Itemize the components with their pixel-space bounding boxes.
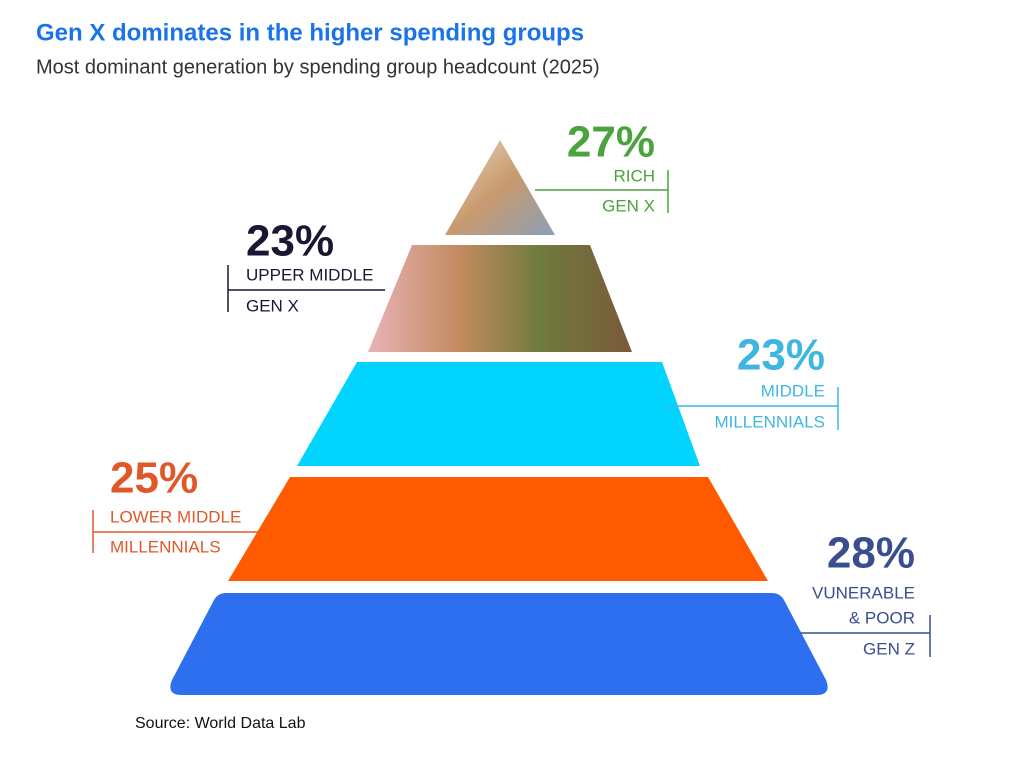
group: MIDDLE — [761, 381, 825, 400]
tier-lower-middle — [228, 477, 768, 581]
tier-middle — [297, 362, 700, 466]
percent: 27% — [567, 118, 655, 167]
generation: GEN Z — [863, 639, 915, 658]
group: VUNERABLE — [812, 583, 915, 602]
percent: 28% — [827, 529, 915, 578]
generation: MILLENNIALS — [110, 537, 221, 556]
generation: MILLENNIALS — [714, 412, 825, 431]
tier-rich — [445, 140, 555, 235]
percent: 23% — [246, 217, 334, 266]
tier-upper-middle — [368, 245, 632, 352]
group: LOWER MIDDLE — [110, 507, 241, 526]
percent: 23% — [737, 331, 825, 380]
group: RICH — [613, 166, 655, 185]
generation: GEN X — [246, 296, 299, 315]
subtitle: Most dominant generation by spending gro… — [36, 56, 600, 78]
percent: 25% — [110, 454, 198, 503]
title: Gen X dominates in the higher spending g… — [36, 19, 584, 46]
generation: GEN X — [602, 196, 655, 215]
group: & POOR — [849, 608, 915, 627]
tier-vulnerable — [170, 593, 828, 695]
group: UPPER MIDDLE — [246, 265, 374, 284]
source: Source: World Data Lab — [135, 715, 306, 732]
